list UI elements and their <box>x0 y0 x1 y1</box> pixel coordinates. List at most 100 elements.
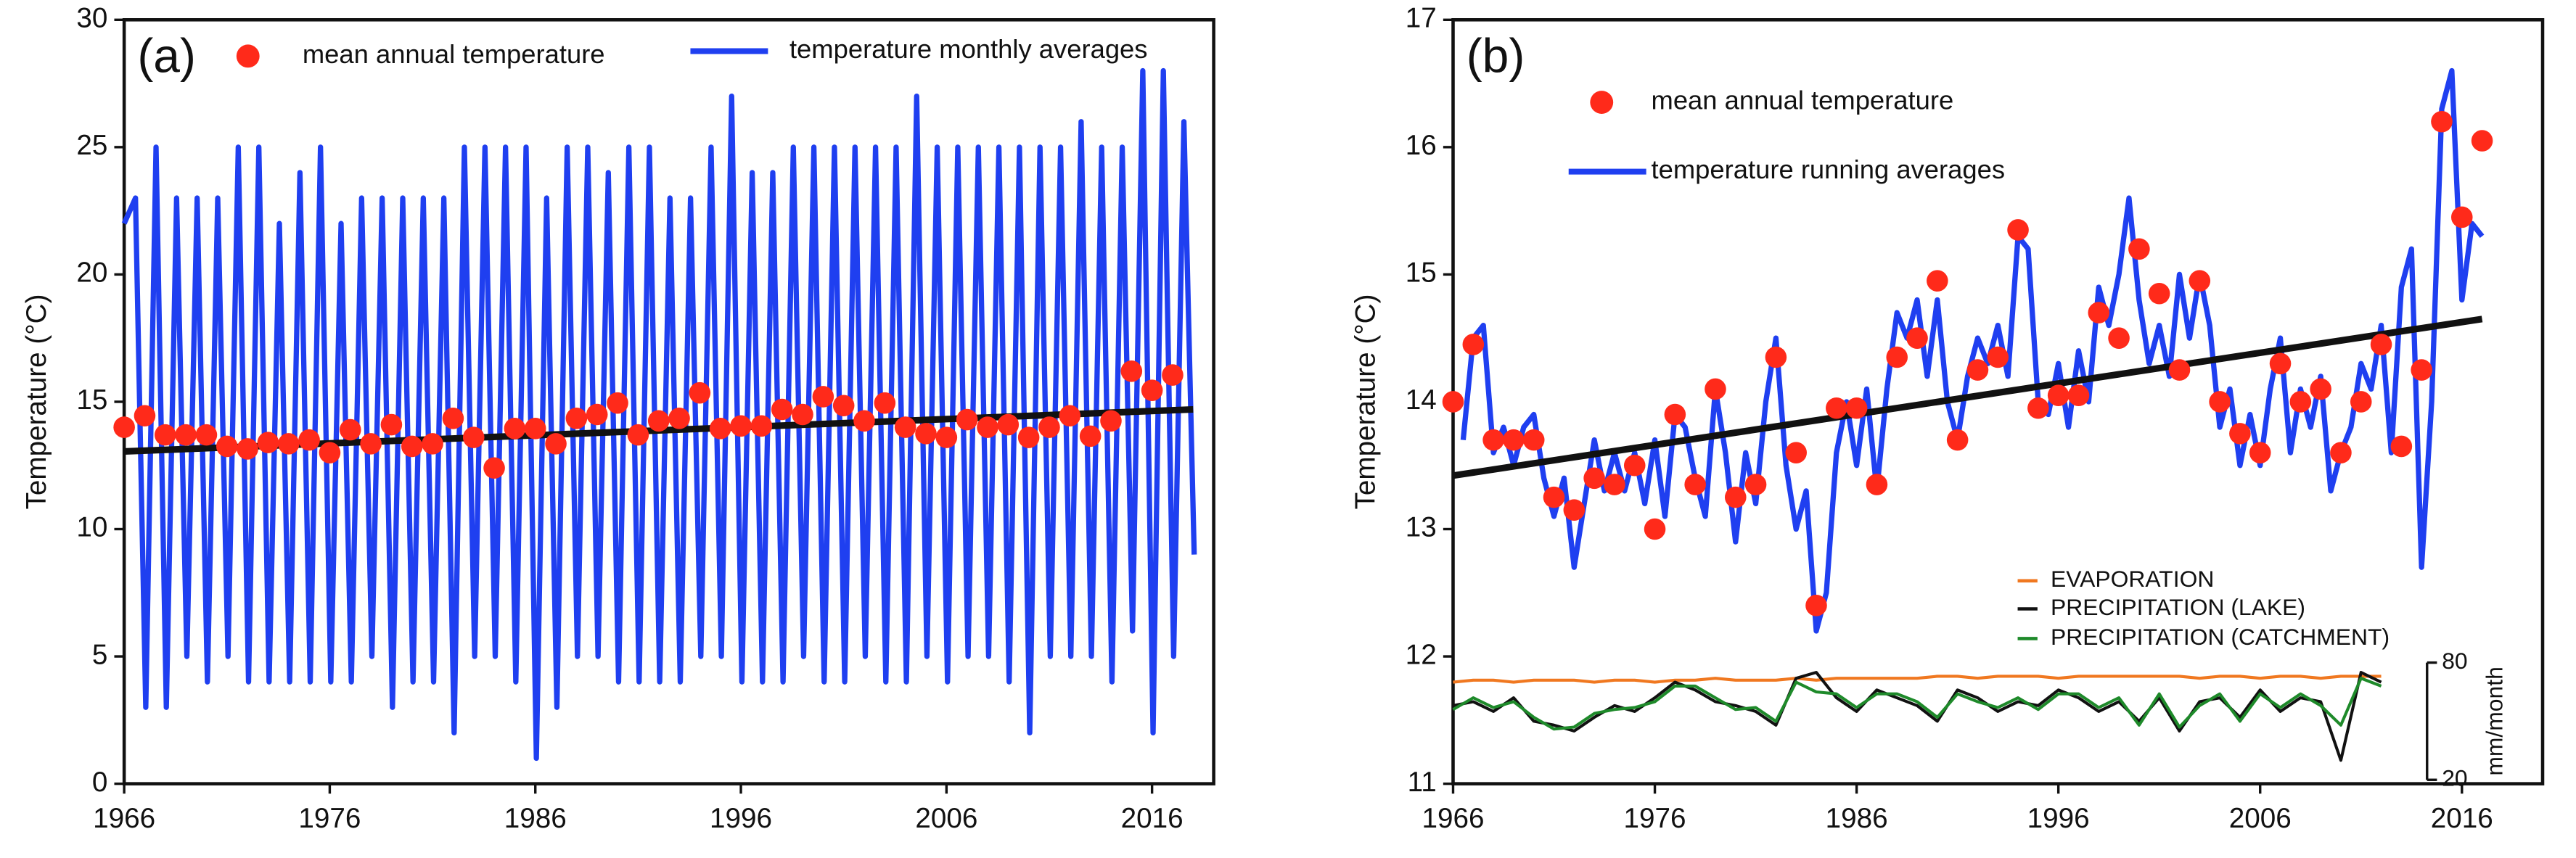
data-point <box>298 429 320 451</box>
data-point <box>462 426 485 448</box>
x-tick-label: 2016 <box>2431 803 2493 834</box>
data-point <box>709 418 731 440</box>
y-tick-label: 30 <box>76 3 107 34</box>
data-point <box>853 410 875 432</box>
data-point <box>319 442 341 463</box>
y-tick-label: 25 <box>76 130 107 161</box>
data-point <box>1987 346 2009 368</box>
y-tick-label: 12 <box>1406 639 1437 670</box>
data-point <box>422 433 443 455</box>
x-tick-label: 1976 <box>1624 803 1686 834</box>
data-point <box>483 457 505 479</box>
data-point <box>1120 360 1143 382</box>
data-point <box>1644 518 1666 540</box>
trend-line <box>1452 315 2483 479</box>
data-point <box>195 424 218 446</box>
data-point <box>1744 474 1767 495</box>
data-point <box>1684 474 1706 495</box>
data-point <box>2189 270 2211 292</box>
plot-frame <box>1451 18 2545 785</box>
data-point <box>1141 379 1163 401</box>
y-axis-label: Temperature (°C) <box>1350 294 1381 510</box>
series-line <box>1452 677 2382 731</box>
y-tick-label: 13 <box>1406 512 1437 543</box>
data-point <box>2350 391 2372 413</box>
data-point <box>689 381 711 404</box>
data-point <box>792 403 813 426</box>
data-point <box>1886 346 1908 368</box>
data-point <box>1162 364 1184 386</box>
data-point <box>668 407 690 429</box>
y-tick-label: 14 <box>1406 384 1437 416</box>
legend-label: mean annual temperature <box>303 39 605 69</box>
data-point <box>1866 474 1888 495</box>
x-tick-label: 1996 <box>2027 803 2090 834</box>
data-point <box>750 415 773 437</box>
data-point <box>1482 429 1504 451</box>
legend-marker <box>236 44 260 68</box>
data-point <box>237 438 258 460</box>
x-tick-label: 2016 <box>1121 803 1184 834</box>
data-point <box>175 424 197 446</box>
data-point <box>2128 238 2150 260</box>
data-point <box>1079 425 1102 447</box>
data-point <box>2007 219 2029 241</box>
legend-label: PRECIPITATION (CATCHMENT) <box>2051 624 2390 650</box>
data-point <box>1522 429 1545 451</box>
data-point <box>812 386 834 408</box>
data-point <box>1765 346 1787 368</box>
legend-label: mean annual temperature <box>1651 86 1953 115</box>
y-tick-label: 16 <box>1406 130 1437 161</box>
data-point <box>627 424 649 446</box>
data-point <box>1462 334 1485 355</box>
data-point <box>2067 384 2090 406</box>
data-point <box>915 423 937 445</box>
data-point <box>1623 454 1646 477</box>
data-point <box>874 392 896 414</box>
data-point <box>997 413 1020 436</box>
data-point <box>277 433 300 455</box>
legend-label: temperature running averages <box>1651 154 2005 184</box>
data-point <box>1059 405 1081 427</box>
data-point <box>1100 410 1122 432</box>
y2-tick-label: 80 <box>2442 648 2467 674</box>
y-axis-label: Temperature (°C) <box>21 294 52 510</box>
data-point <box>832 395 855 417</box>
data-point <box>2088 302 2110 323</box>
y-tick-label: 5 <box>92 639 107 670</box>
data-point <box>154 424 176 446</box>
data-point <box>935 426 958 448</box>
data-point <box>2148 282 2170 305</box>
data-point <box>2168 359 2191 381</box>
data-point <box>894 416 916 438</box>
x-tick-label: 1986 <box>1826 803 1888 834</box>
data-point <box>730 415 752 437</box>
y-tick-label: 20 <box>76 257 107 289</box>
x-tick-label: 1996 <box>710 803 772 834</box>
data-point <box>442 407 464 429</box>
data-point <box>2229 423 2251 445</box>
data-point <box>1503 429 1525 451</box>
x-tick-label: 1966 <box>1422 803 1485 834</box>
data-point <box>2249 442 2271 463</box>
data-point <box>1845 397 1868 419</box>
data-point <box>1583 467 1605 490</box>
data-point <box>1604 474 1625 495</box>
data-point <box>1927 270 1948 292</box>
data-point <box>1826 397 1847 419</box>
y-tick-label: 11 <box>1408 767 1437 798</box>
series-line <box>1453 675 2382 684</box>
data-point <box>647 410 670 432</box>
data-point <box>2390 435 2413 458</box>
data-point <box>2209 391 2231 413</box>
data-point <box>545 433 567 455</box>
data-point <box>2471 130 2493 152</box>
data-point <box>216 435 238 458</box>
data-point <box>607 392 628 414</box>
data-point <box>339 418 361 441</box>
data-point <box>1946 429 1969 451</box>
data-point <box>1038 416 1060 438</box>
data-point <box>2027 397 2049 419</box>
y-tick-label: 15 <box>76 384 107 416</box>
